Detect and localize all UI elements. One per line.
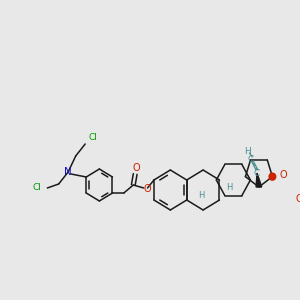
- Circle shape: [269, 173, 276, 180]
- Polygon shape: [256, 173, 262, 187]
- Text: H: H: [198, 191, 204, 200]
- Text: O: O: [295, 194, 300, 204]
- Text: C: C: [247, 154, 254, 164]
- Text: O: O: [280, 169, 288, 180]
- Text: H: H: [226, 184, 233, 193]
- Text: O: O: [132, 163, 140, 173]
- Text: N: N: [64, 167, 72, 177]
- Text: O: O: [144, 184, 151, 194]
- Text: Cl: Cl: [33, 184, 42, 193]
- Text: H: H: [244, 146, 251, 155]
- Text: C: C: [254, 169, 260, 178]
- Text: Cl: Cl: [89, 134, 98, 142]
